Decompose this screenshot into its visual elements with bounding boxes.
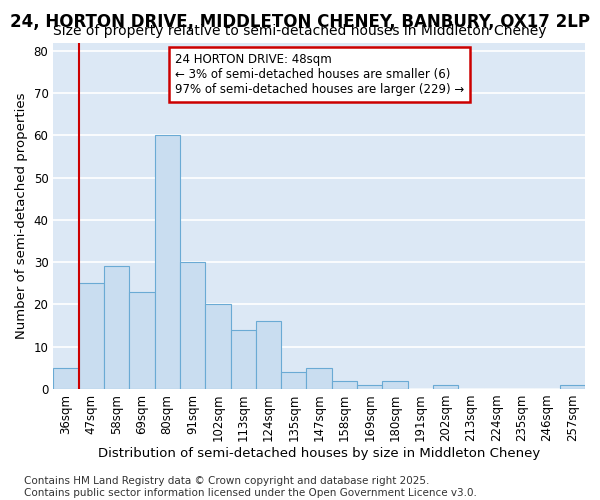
Bar [155, 136, 180, 389]
Bar [205, 304, 230, 389]
Bar [332, 380, 357, 389]
Bar [104, 266, 129, 389]
Bar [433, 384, 458, 389]
Bar [79, 284, 104, 389]
Bar [129, 292, 155, 389]
Bar [281, 372, 307, 389]
Text: 24, HORTON DRIVE, MIDDLETON CHENEY, BANBURY, OX17 2LP: 24, HORTON DRIVE, MIDDLETON CHENEY, BANB… [10, 12, 590, 30]
Text: Size of property relative to semi-detached houses in Middleton Cheney: Size of property relative to semi-detach… [53, 24, 547, 38]
Bar [560, 384, 585, 389]
Bar [382, 380, 408, 389]
Bar [180, 262, 205, 389]
X-axis label: Distribution of semi-detached houses by size in Middleton Cheney: Distribution of semi-detached houses by … [98, 447, 540, 460]
Bar [230, 330, 256, 389]
Bar [307, 368, 332, 389]
Text: Contains HM Land Registry data © Crown copyright and database right 2025.
Contai: Contains HM Land Registry data © Crown c… [24, 476, 477, 498]
Text: 24 HORTON DRIVE: 48sqm
← 3% of semi-detached houses are smaller (6)
97% of semi-: 24 HORTON DRIVE: 48sqm ← 3% of semi-deta… [175, 53, 464, 96]
Bar [357, 384, 382, 389]
Bar [256, 322, 281, 389]
Y-axis label: Number of semi-detached properties: Number of semi-detached properties [15, 92, 28, 339]
Bar [53, 368, 79, 389]
